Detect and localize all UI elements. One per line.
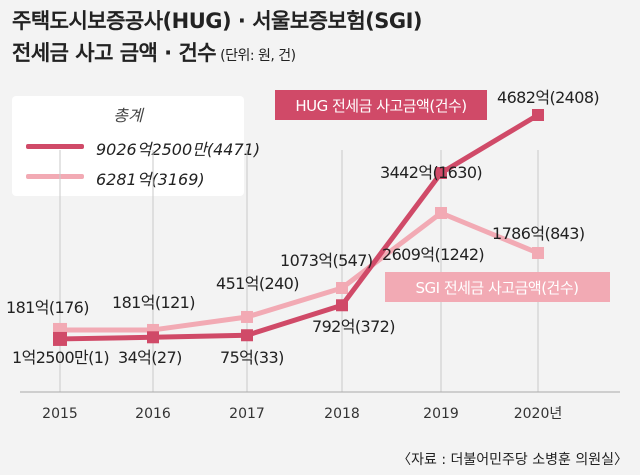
data-point-hug-1 <box>147 331 159 344</box>
data-label-hug-1: 34억(27) <box>118 348 182 367</box>
data-label-sgi-2: 451억(240) <box>216 274 299 293</box>
x-tick-label-3: 2018 <box>324 406 360 422</box>
data-label-sgi-5: 1786억(843) <box>492 224 584 243</box>
x-tick-label-4: 2019 <box>423 406 459 422</box>
data-point-hug-4 <box>435 167 447 179</box>
data-label-hug-2: 75억(33) <box>220 348 284 367</box>
legend: 총계 9026억2500만(4471) 6281억(3169) <box>12 96 260 196</box>
data-label-sgi-1: 181억(121) <box>112 293 195 312</box>
legend-label-sgi: 6281억(3169) <box>96 170 205 189</box>
data-point-sgi-4 <box>435 207 447 219</box>
source-note: 〈자료 : 더불어민주당 소병훈 의원실〉 <box>397 452 628 468</box>
legend-swatch-hug <box>26 144 84 149</box>
series-line-sgi <box>60 210 539 333</box>
data-point-hug-2 <box>241 329 253 342</box>
data-label-hug-5: 4682억(2408) <box>497 88 599 107</box>
data-label-sgi-0: 181억(176) <box>6 298 89 317</box>
series-badge-sgi <box>385 272 610 302</box>
data-label-hug-0: 1억2500만(1) <box>12 348 109 367</box>
series-badge-hug-text: HUG 전세금 사고금액(건수) <box>295 97 466 115</box>
data-point-sgi-3 <box>336 282 348 294</box>
unit-label: (단위: 원, 건) <box>220 48 296 64</box>
data-point-sgi-2 <box>241 310 253 323</box>
data-point-hug-3 <box>336 299 348 312</box>
x-tick-label-5: 2020년 <box>514 406 563 422</box>
data-label-sgi-4: 2609억(1242) <box>382 245 484 264</box>
x-tick-label-1: 2016 <box>135 406 171 422</box>
legend-label-hug: 9026억2500만(4471) <box>96 140 261 159</box>
x-tick-label-2: 2017 <box>229 406 265 422</box>
chart-title-line1: 주택도시보증공사(HUG) · 서울보증보험(SGI) <box>12 9 423 33</box>
legend-swatch-sgi <box>26 174 84 179</box>
x-tick-label-0: 2015 <box>42 406 78 422</box>
data-point-sgi-5 <box>532 247 544 259</box>
chart-title-text: 전세금 사고 금액 · 건수 <box>12 41 217 65</box>
data-point-hug-0 <box>53 331 67 346</box>
chart-title-line2: 전세금 사고 금액 · 건수 (단위: 원, 건) <box>12 38 296 71</box>
data-point-hug-5 <box>532 109 544 121</box>
series-badge-hug <box>275 90 487 120</box>
data-label-hug-3: 792억(372) <box>312 317 395 336</box>
data-label-sgi-3: 1073억(547) <box>280 251 372 270</box>
legend-title: 총계 <box>113 106 143 125</box>
series-line-hug <box>59 112 540 342</box>
data-label-hug-4: 3442억(1630) <box>380 163 482 182</box>
series-badge-sgi-text: SGI 전세금 사고금액(건수) <box>415 279 578 297</box>
